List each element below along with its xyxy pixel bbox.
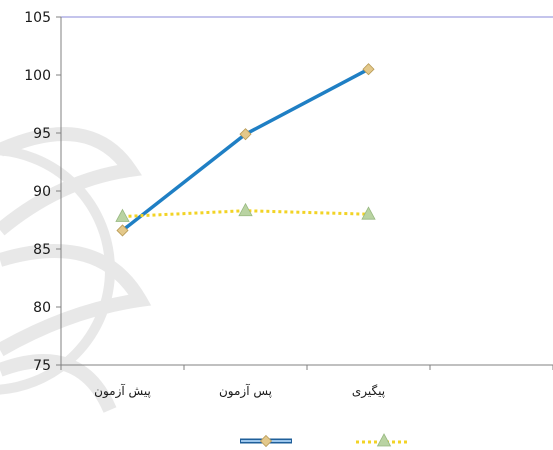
y-tick-label: 85 <box>33 242 51 258</box>
series-layer <box>115 63 376 237</box>
series-line <box>122 209 369 219</box>
series-1 <box>116 63 375 237</box>
triangle-point <box>238 202 253 217</box>
y-tick-label: 95 <box>33 126 51 142</box>
diamond-point <box>362 63 375 76</box>
y-tick-label: 75 <box>33 358 51 374</box>
diamond-point <box>116 224 129 237</box>
legend <box>240 433 408 448</box>
x-category-label: پیش آزمون <box>94 383 151 399</box>
y-tick-label: 105 <box>24 10 51 26</box>
legend-triangle-marker <box>376 433 392 447</box>
triangle-point <box>115 208 130 222</box>
plot-area: 75 80 85 90 95 100 105 پیش آزمون پس آزمون پیگیری <box>24 10 553 399</box>
y-tick-label: 80 <box>33 300 51 316</box>
y-axis-ticks: 75 80 85 90 95 100 105 <box>24 10 61 374</box>
legend-key-series-2 <box>356 433 408 447</box>
y-tick-label: 90 <box>33 184 51 200</box>
legend-diamond-marker <box>259 434 273 448</box>
x-axis-ticks: پیش آزمون پس آزمون پیگیری <box>60 365 553 399</box>
x-category-label: پیگیری <box>352 384 385 399</box>
y-tick-label: 100 <box>24 68 51 84</box>
triangle-point <box>361 206 376 220</box>
watermark-ornament <box>0 127 152 413</box>
diamond-point <box>239 128 252 141</box>
series-2 <box>115 202 376 222</box>
x-category-label: پس آزمون <box>219 383 272 399</box>
legend-key-series-1 <box>240 434 292 448</box>
